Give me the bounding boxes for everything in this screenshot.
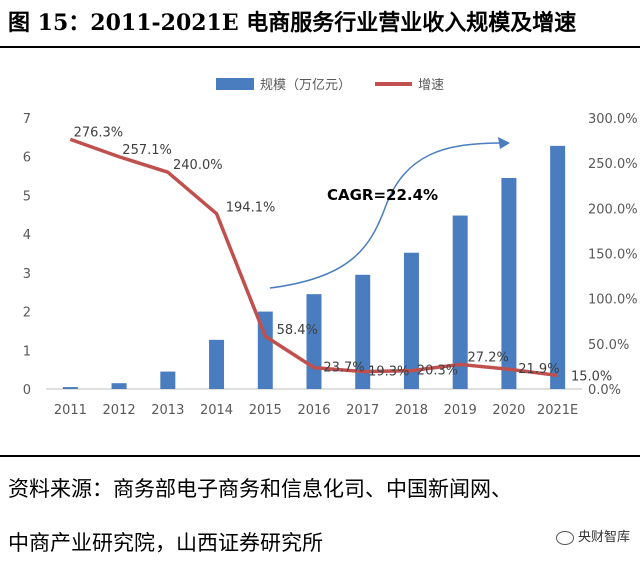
legend-line-label: 增速 (418, 78, 444, 93)
cagr-arrowhead (498, 137, 510, 149)
legend: 规模（万亿元） 增速 (216, 78, 444, 93)
x-tick-label: 2014 (200, 403, 233, 418)
x-tick-label: 2013 (151, 403, 184, 418)
x-tick-label: 2018 (395, 403, 428, 418)
y-left-tick-label: 1 (23, 344, 31, 359)
bar (550, 145, 566, 389)
bar (355, 274, 371, 389)
y-left-tick-label: 4 (23, 228, 31, 243)
bar (62, 387, 78, 389)
y-right-tick-label: 250.0% (588, 157, 638, 172)
data-label: 20.3% (417, 364, 458, 379)
bar (403, 252, 419, 389)
x-tick-label: 2019 (444, 403, 477, 418)
legend-bar-swatch (216, 78, 254, 90)
bar (501, 178, 517, 389)
bar (452, 215, 468, 389)
chart-title: 图 15：2011-2021E 电商服务行业营业收入规模及增速 (8, 10, 577, 36)
bar (111, 383, 127, 389)
combo-chart: 规模（万亿元） 增速 0 1 2 3 4 5 6 7 0.0% 50.0% 100.0% 150.0%… (23, 78, 638, 418)
x-tick-label: 2011 (54, 403, 87, 418)
y-right-tick-label: 150.0% (588, 248, 638, 263)
growth-line (69, 137, 558, 378)
bar (160, 371, 176, 389)
watermark: 央财智库 (555, 528, 630, 548)
y-right-tick-label: 100.0% (588, 293, 638, 308)
source-line-1: 资料来源：商务部电子商务和信息化司、中国新闻网、 (8, 477, 512, 501)
source-line-2: 中商产业研究院，山西证券研究所 (8, 531, 323, 555)
watermark-text: 央财智库 (577, 530, 630, 545)
bar (209, 339, 225, 389)
axes: 0 1 2 3 4 5 6 7 0.0% 50.0% 100.0% 150.0% 200.0% 250.0… (23, 112, 638, 418)
x-tick-label: 2012 (103, 403, 136, 418)
x-tick-label: 2015 (249, 403, 282, 418)
data-label: 58.4% (277, 323, 318, 338)
data-label: 21.9% (518, 362, 559, 377)
x-tick-label: 2021E (537, 403, 578, 418)
y-right-tick-label: 200.0% (588, 202, 638, 217)
x-tick-label: 2020 (492, 403, 525, 418)
y-left-tick-label: 6 (23, 151, 31, 166)
data-label: 276.3% (74, 125, 124, 140)
y-left-tick-label: 5 (23, 189, 31, 204)
bottom-divider (0, 455, 640, 457)
x-tick-label: 2016 (297, 403, 330, 418)
x-tick-label: 2017 (346, 403, 379, 418)
bar (306, 294, 322, 389)
data-label: 27.2% (468, 350, 509, 365)
cagr-label: CAGR=22.4% (327, 186, 438, 204)
data-label: 15.0% (571, 369, 612, 384)
cagr-arrow (269, 142, 504, 289)
data-label: 240.0% (173, 158, 223, 173)
cagr-annotation: CAGR=22.4% (269, 137, 510, 289)
top-divider (0, 46, 640, 48)
line-series (69, 137, 558, 378)
y-left-tick-label: 3 (23, 267, 31, 282)
data-label: 194.1% (226, 201, 276, 216)
wechat-icon (555, 531, 574, 545)
data-label: 257.1% (122, 143, 172, 158)
bar-series (62, 145, 566, 389)
data-label: 23.7% (323, 361, 364, 376)
data-labels: 276.3% 257.1%240.0% 194.1% 58.4% 23.7% 19.3% 2… (74, 125, 613, 384)
y-left-tick-label: 2 (23, 306, 31, 321)
y-right-tick-label: 0.0% (588, 383, 621, 398)
y-left-tick-label: 7 (23, 112, 31, 127)
y-right-tick-label: 300.0% (588, 112, 638, 127)
y-right-tick-label: 50.0% (588, 338, 629, 353)
y-left-tick-label: 0 (23, 383, 31, 398)
legend-bar-label: 规模（万亿元） (260, 78, 351, 93)
data-label: 19.3% (368, 365, 409, 380)
